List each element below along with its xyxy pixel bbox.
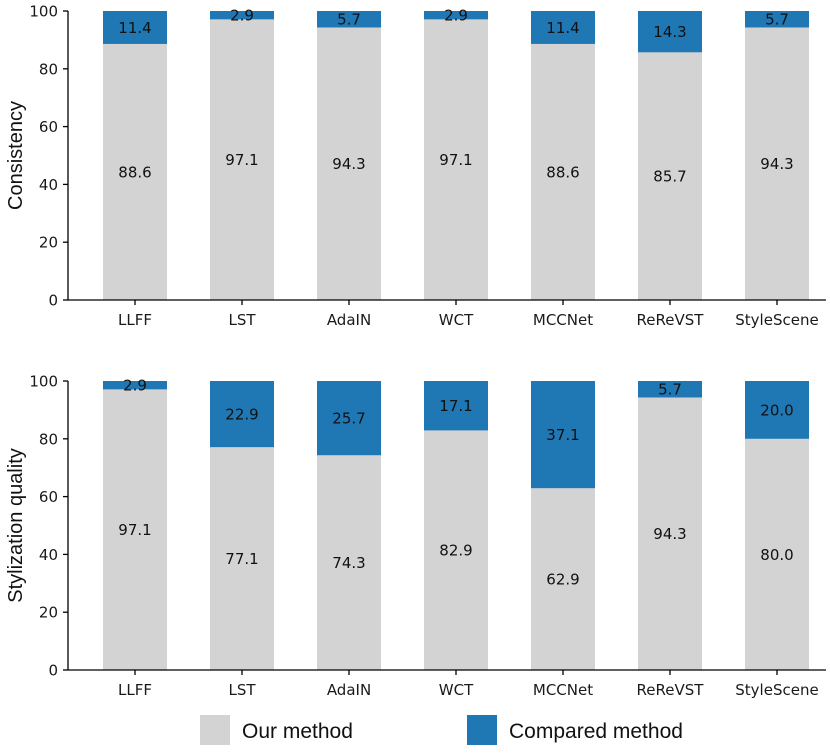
y-tick-label: 80: [39, 430, 58, 448]
value-label-compared-method: 25.7: [332, 410, 365, 428]
value-label-compared-method: 5.7: [765, 11, 789, 29]
value-label-compared-method: 22.9: [225, 406, 258, 424]
bar-our-method: [103, 43, 167, 301]
value-label-compared-method: 20.0: [760, 401, 793, 419]
value-label-our-method: 88.6: [118, 163, 151, 181]
y-axis-label: Stylization quality: [5, 448, 27, 603]
value-label-our-method: 94.3: [653, 525, 686, 543]
y-tick-label: 40: [39, 546, 58, 564]
bar-compared-method: [317, 11, 381, 28]
y-tick-label: 80: [39, 60, 58, 78]
value-label-compared-method: 2.9: [230, 7, 254, 25]
bar-compared-method: [638, 381, 702, 398]
stylization-quality-chart: 97.1 2.9 LLFF 77.1 22.9 LST 74.3 25.7 AdaIN 82.9 1…: [5, 373, 826, 699]
bar-compared-method: [424, 11, 488, 20]
bar-compared-method: [210, 11, 274, 20]
bar-our-method: [745, 438, 809, 670]
bar-our-method: [317, 27, 381, 301]
y-tick-label: 60: [39, 118, 58, 136]
bar-our-method: [317, 455, 381, 670]
bar-compared-method: [424, 381, 488, 431]
value-label-our-method: 62.9: [546, 571, 579, 589]
x-tick-label: WCT: [439, 311, 474, 329]
bar-our-method: [531, 43, 595, 301]
legend-swatch-compared-method: [467, 715, 497, 745]
y-tick-label: 20: [39, 604, 58, 622]
bar-compared-method: [745, 11, 809, 28]
bar-our-method: [210, 447, 274, 670]
value-label-our-method: 80.0: [760, 546, 793, 564]
value-label-compared-method: 11.4: [118, 19, 151, 37]
bar-our-method: [424, 19, 488, 300]
value-label-compared-method: 17.1: [439, 397, 472, 415]
value-label-our-method: 82.9: [439, 542, 472, 560]
value-label-our-method: 97.1: [439, 151, 472, 169]
x-tick-label: ReReVST: [637, 681, 705, 699]
bar-compared-method: [745, 381, 809, 439]
bar-our-method: [638, 52, 702, 301]
value-label-our-method: 85.7: [653, 168, 686, 186]
value-label-compared-method: 5.7: [658, 381, 682, 399]
value-label-our-method: 77.1: [225, 550, 258, 568]
bar-compared-method: [210, 381, 274, 448]
x-tick-label: AdaIN: [327, 311, 371, 329]
x-tick-label: MCCNet: [533, 681, 593, 699]
value-label-our-method: 88.6: [546, 163, 579, 181]
y-tick-label: 40: [39, 176, 58, 194]
bar-compared-method: [638, 11, 702, 53]
legend-label-compared-method: Compared method: [509, 720, 683, 743]
bar-our-method: [638, 397, 702, 670]
y-tick-label: 0: [48, 292, 58, 310]
x-tick-label: MCCNet: [533, 311, 593, 329]
x-tick-label: StyleScene: [735, 311, 818, 329]
bar-our-method: [103, 389, 167, 670]
x-tick-label: ReReVST: [637, 311, 705, 329]
legend-swatch-our-method: [200, 715, 230, 745]
value-label-our-method: 94.3: [332, 155, 365, 173]
bar-compared-method: [103, 11, 167, 44]
x-tick-label: WCT: [439, 681, 474, 699]
x-tick-label: LST: [228, 311, 256, 329]
y-tick-label: 60: [39, 488, 58, 506]
bar-our-method: [531, 488, 595, 670]
y-tick-label: 0: [48, 662, 58, 680]
bar-compared-method: [531, 11, 595, 44]
value-label-our-method: 74.3: [332, 554, 365, 572]
bar-our-method: [745, 27, 809, 301]
legend: Our method Compared method: [200, 715, 683, 745]
value-label-compared-method: 11.4: [546, 19, 579, 37]
bar-compared-method: [531, 381, 595, 489]
value-label-compared-method: 2.9: [123, 377, 147, 395]
value-label-compared-method: 2.9: [444, 7, 468, 25]
value-label-our-method: 97.1: [225, 151, 258, 169]
value-label-our-method: 94.3: [760, 155, 793, 173]
x-tick-label: LST: [228, 681, 256, 699]
legend-label-our-method: Our method: [242, 720, 353, 743]
bar-our-method: [424, 430, 488, 670]
consistency-chart: 88.6 11.4 LLFF 97.1 2.9 LST 94.3 5.7 AdaIN 97.1 2.…: [5, 3, 826, 329]
bar-compared-method: [103, 381, 167, 390]
x-tick-label: StyleScene: [735, 681, 818, 699]
value-label-our-method: 97.1: [118, 521, 151, 539]
x-tick-label: AdaIN: [327, 681, 371, 699]
x-tick-label: LLFF: [118, 681, 152, 699]
value-label-compared-method: 5.7: [337, 11, 361, 29]
y-axis-label: Consistency: [5, 101, 27, 210]
y-tick-label: 20: [39, 234, 58, 252]
y-tick-label: 100: [29, 373, 58, 391]
bar-compared-method: [317, 381, 381, 456]
value-label-compared-method: 37.1: [546, 426, 579, 444]
bar-our-method: [210, 19, 274, 300]
x-tick-label: LLFF: [118, 311, 152, 329]
y-tick-label: 100: [29, 3, 58, 21]
value-label-compared-method: 14.3: [653, 23, 686, 41]
